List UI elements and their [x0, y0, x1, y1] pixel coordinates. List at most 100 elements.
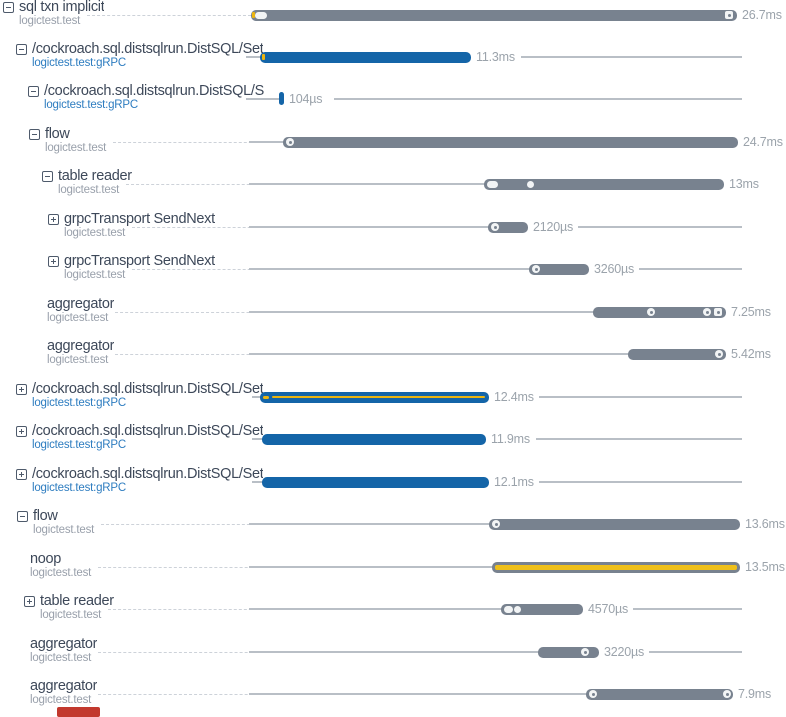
span-subtitle-line: logictest.test [29, 142, 279, 154]
span-bar[interactable] [262, 433, 486, 445]
span-label: flow logictest.test [0, 509, 267, 539]
span-subtitle: logictest.test:gRPC [32, 439, 126, 451]
span-subtitle: logictest.test [33, 524, 95, 536]
span-bar[interactable] [489, 518, 740, 530]
dashed-connector [98, 567, 278, 568]
span-bar[interactable] [593, 306, 726, 318]
span-subtitle-line: logictest.test:gRPC [16, 482, 266, 494]
trace-row: aggregator logictest.test 7.9ms [0, 679, 786, 711]
span-marker-icon [703, 308, 711, 316]
collapse-icon[interactable] [42, 171, 53, 182]
timeline-trail-line [578, 226, 742, 228]
span-subtitle-line: logictest.test:gRPC [16, 397, 266, 409]
span-bar[interactable] [279, 92, 284, 105]
span-title: sql txn implicit [19, 0, 105, 15]
timeline-lead-line [252, 438, 264, 440]
span-title-line: /cockroach.sql.distsqlrun.DistSQL/Set [16, 382, 266, 397]
timeline-trail-line [639, 268, 742, 270]
span-bar[interactable] [538, 646, 599, 658]
span-bar[interactable] [283, 136, 738, 148]
span-title: aggregator [30, 637, 98, 652]
span-marker-icon [492, 520, 500, 528]
collapse-icon[interactable] [17, 511, 28, 522]
dashed-connector [113, 142, 277, 143]
span-subtitle-line: logictest.test:gRPC [28, 99, 278, 111]
collapse-icon[interactable] [3, 2, 14, 13]
span-subtitle-line: logictest.test [42, 184, 292, 196]
expand-icon[interactable] [16, 426, 27, 437]
span-duration: 5.42ms [731, 347, 771, 361]
span-duration: 12.1ms [494, 475, 534, 489]
timeline-trail-line [539, 481, 742, 483]
span-duration: 3220µs [604, 645, 645, 659]
span-subtitle-line: logictest.test [48, 227, 298, 239]
span-timeline: 13.6ms [0, 509, 786, 541]
span-timeline: 7.9ms [0, 679, 786, 711]
span-duration: 13.5ms [745, 560, 785, 574]
span-bar[interactable] [529, 263, 589, 275]
span-marker-icon [255, 11, 267, 19]
timeline-lead-line [252, 481, 264, 483]
span-label: table reader logictest.test [0, 169, 292, 199]
trace-row: table reader logictest.test 4570µs [0, 594, 786, 626]
timeline-lead-line [249, 523, 491, 525]
span-timeline: 11.9ms [0, 424, 786, 456]
span-duration: 2120µs [533, 220, 574, 234]
span-subtitle-line: logictest.test:gRPC [16, 57, 266, 69]
span-bar[interactable] [260, 51, 471, 63]
trace-row: /cockroach.sql.distsqlrun.DistSQL/Set log… [0, 467, 786, 499]
span-marker-icon [715, 350, 723, 358]
span-marker-icon [514, 605, 521, 613]
collapse-icon[interactable] [28, 86, 39, 97]
span-marker-icon [714, 308, 722, 316]
timeline-lead-line [249, 608, 503, 610]
collapse-icon[interactable] [29, 129, 40, 140]
trace-row: aggregator logictest.test 5.42ms [0, 339, 786, 371]
span-label: aggregator logictest.test [0, 679, 280, 709]
span-title-line: flow [29, 127, 279, 142]
span-subtitle: logictest.test [45, 142, 107, 154]
span-timeline: 5.42ms [0, 339, 786, 371]
partial-row-bar[interactable] [57, 707, 100, 717]
timeline-lead-line [246, 98, 281, 100]
span-subtitle: logictest.test [64, 269, 126, 281]
expand-icon[interactable] [16, 469, 27, 480]
trace-row: flow logictest.test 13.6ms [0, 509, 786, 541]
trace-row: /cockroach.sql.distsqlrun.DistSQL/S logic… [0, 84, 786, 116]
span-bar[interactable] [484, 178, 724, 190]
span-title-line: /cockroach.sql.distsqlrun.DistSQL/Set [16, 42, 266, 57]
collapse-icon[interactable] [16, 44, 27, 55]
span-duration: 3260µs [594, 262, 635, 276]
span-bar[interactable] [488, 221, 528, 233]
span-duration: 26.7ms [742, 8, 782, 22]
dashed-connector [87, 15, 251, 16]
expand-icon[interactable] [16, 384, 27, 395]
span-subtitle: logictest.test [19, 15, 81, 27]
span-subtitle-line: logictest.test [24, 609, 274, 621]
timeline-lead-line [249, 353, 630, 355]
expand-icon[interactable] [24, 596, 35, 607]
span-title: /cockroach.sql.distsqlrun.DistSQL/Set [32, 467, 264, 482]
span-subtitle: logictest.test [64, 227, 126, 239]
span-bar[interactable] [586, 688, 733, 700]
span-title-line: table reader [24, 594, 274, 609]
span-bar[interactable] [251, 9, 737, 21]
span-marker-icon [647, 308, 655, 316]
span-title-line: aggregator [47, 339, 297, 354]
span-subtitle: logictest.test:gRPC [32, 482, 126, 494]
timeline-trail-line [539, 396, 742, 398]
timeline-trail-line [334, 98, 742, 100]
span-subtitle-line: logictest.test [17, 524, 267, 536]
trace-row: /cockroach.sql.distsqlrun.DistSQL/Set log… [0, 424, 786, 456]
trace-row: aggregator logictest.test 7.25ms [0, 297, 786, 329]
span-marker-icon [263, 395, 269, 399]
expand-icon[interactable] [48, 256, 59, 267]
expand-icon[interactable] [48, 214, 59, 225]
timeline-trail-line [521, 56, 742, 58]
span-title: table reader [40, 594, 114, 609]
span-bar[interactable] [262, 476, 489, 488]
span-marker-icon [581, 648, 589, 656]
span-title: /cockroach.sql.distsqlrun.DistSQL/Set [32, 424, 264, 439]
span-bar[interactable] [501, 603, 583, 615]
span-bar[interactable] [628, 348, 726, 360]
